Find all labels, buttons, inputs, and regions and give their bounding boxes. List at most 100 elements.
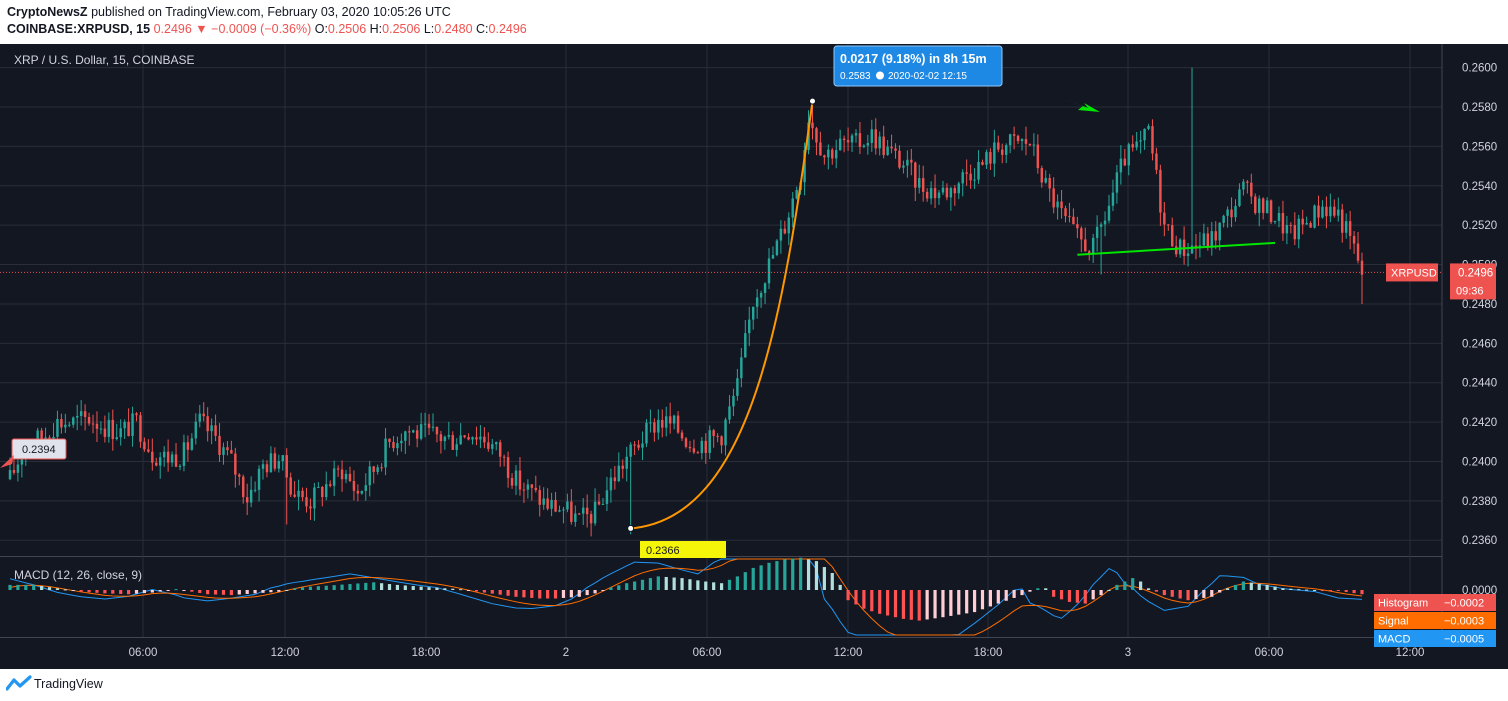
candle-body bbox=[1230, 209, 1233, 218]
histogram-bar bbox=[561, 590, 566, 598]
candle-body bbox=[641, 443, 644, 448]
candle-body bbox=[1151, 126, 1154, 154]
time-tick-label: 12:00 bbox=[271, 647, 300, 659]
candle-body bbox=[257, 468, 261, 490]
candle-body bbox=[1111, 192, 1115, 206]
candle-body bbox=[1337, 209, 1340, 216]
candle-body bbox=[467, 437, 470, 440]
candle-body bbox=[427, 423, 431, 428]
candle-body bbox=[1088, 251, 1091, 255]
chart-canvas[interactable]: 0.0217 (9.18%) in 8h 15m 0.2583 2020-02-02… bbox=[0, 44, 1508, 669]
candle-body bbox=[52, 436, 55, 440]
histogram-bar bbox=[933, 590, 937, 619]
open-value: 0.2506 bbox=[327, 22, 367, 36]
high-value: 0.2506 bbox=[382, 22, 421, 36]
histogram-bar bbox=[569, 590, 573, 598]
candle-body bbox=[1103, 220, 1107, 225]
candle-body bbox=[918, 178, 921, 188]
candle-body bbox=[1135, 141, 1138, 148]
time-tick-label: 06:00 bbox=[129, 647, 158, 659]
price-tick-label: 0.2440 bbox=[1462, 378, 1497, 390]
histogram-bar bbox=[1091, 590, 1095, 600]
candle-body bbox=[1084, 239, 1087, 252]
candle-body bbox=[601, 503, 605, 505]
candle-body bbox=[538, 490, 541, 505]
tradingview-logo-icon[interactable] bbox=[6, 675, 32, 691]
author-name[interactable]: CryptoNewsZ bbox=[7, 5, 88, 19]
macd-value-number: −0.0002 bbox=[1444, 598, 1484, 610]
candle-body bbox=[676, 415, 680, 433]
histogram-bar bbox=[1194, 590, 1198, 600]
candle-body bbox=[633, 444, 636, 446]
candle-body bbox=[1174, 246, 1178, 255]
candle-body bbox=[1210, 231, 1214, 248]
candle-body bbox=[202, 413, 205, 417]
histogram-bar bbox=[1344, 590, 1348, 592]
symbol-label: COINBASE:XRPUSD, 15 bbox=[7, 22, 151, 36]
candle-body bbox=[396, 443, 399, 449]
close-value: 0.2496 bbox=[488, 22, 527, 36]
last-price-tag-box bbox=[1450, 263, 1496, 300]
candle-body bbox=[933, 188, 937, 199]
candle-body bbox=[443, 436, 447, 442]
histogram-bar bbox=[909, 590, 913, 620]
histogram-bar bbox=[696, 580, 700, 590]
price-tick-label: 0.2400 bbox=[1462, 456, 1497, 468]
price-tick-label: 0.2420 bbox=[1462, 417, 1497, 429]
candle-body bbox=[581, 507, 585, 514]
candle-body bbox=[886, 146, 889, 156]
histogram-bar bbox=[672, 577, 676, 590]
histogram-bar bbox=[1249, 582, 1253, 590]
candle-body bbox=[1131, 144, 1134, 148]
histogram-bar bbox=[1320, 590, 1325, 591]
candle-body bbox=[767, 258, 771, 284]
measure-price: 0.2583 bbox=[840, 71, 871, 82]
candle-body bbox=[1222, 215, 1225, 223]
candle-body bbox=[597, 501, 601, 505]
candle-body bbox=[732, 395, 735, 407]
candle-body bbox=[249, 489, 253, 503]
histogram-bar bbox=[822, 567, 826, 590]
candle-body bbox=[890, 146, 893, 149]
histogram-bar bbox=[514, 590, 518, 597]
candle-body bbox=[384, 438, 387, 468]
candle-body bbox=[803, 150, 806, 183]
candle-body bbox=[186, 442, 190, 450]
candle-body bbox=[99, 428, 103, 430]
candle-body bbox=[289, 477, 292, 495]
histogram-bar bbox=[751, 567, 755, 590]
candle-body bbox=[40, 430, 43, 440]
candle-body bbox=[570, 501, 573, 522]
candle-body bbox=[131, 413, 134, 437]
histogram-bar bbox=[206, 590, 210, 595]
candle-body bbox=[937, 192, 941, 199]
histogram-bar bbox=[1305, 589, 1309, 591]
candle-body bbox=[1064, 208, 1067, 217]
candle-body bbox=[1226, 209, 1229, 216]
candle-body bbox=[87, 417, 91, 424]
price-axis[interactable]: 0.2360 0.2380 0.2400 0.2420 0.2440 0.2460 0.24… bbox=[1441, 44, 1508, 669]
time-axis[interactable]: 06:00 12:00 18:00 2 06:00 12:00 18:00 3 06:00 12:… bbox=[0, 637, 1442, 660]
histogram-bar bbox=[656, 576, 660, 590]
candle-body bbox=[985, 152, 988, 165]
last-price-tag: 0.2496 bbox=[1458, 267, 1493, 279]
candle-body bbox=[1076, 224, 1079, 229]
candle-body bbox=[1242, 181, 1245, 190]
candle-body bbox=[471, 437, 474, 440]
candle-body bbox=[997, 142, 1000, 150]
candle-body bbox=[158, 457, 162, 466]
candle-body bbox=[827, 149, 830, 158]
candle-body bbox=[688, 446, 692, 449]
candle-body bbox=[783, 228, 787, 234]
candle-body bbox=[451, 435, 454, 450]
candle-body bbox=[372, 466, 375, 472]
candle-body bbox=[846, 140, 850, 143]
candle-body bbox=[953, 188, 957, 194]
histogram-bar bbox=[1225, 588, 1230, 590]
histogram-bar bbox=[988, 590, 992, 607]
candle-body bbox=[1297, 218, 1300, 240]
candle-body bbox=[190, 438, 194, 450]
histogram-bar bbox=[459, 589, 463, 591]
histogram-bar bbox=[324, 585, 328, 590]
histogram-bar bbox=[838, 584, 842, 590]
